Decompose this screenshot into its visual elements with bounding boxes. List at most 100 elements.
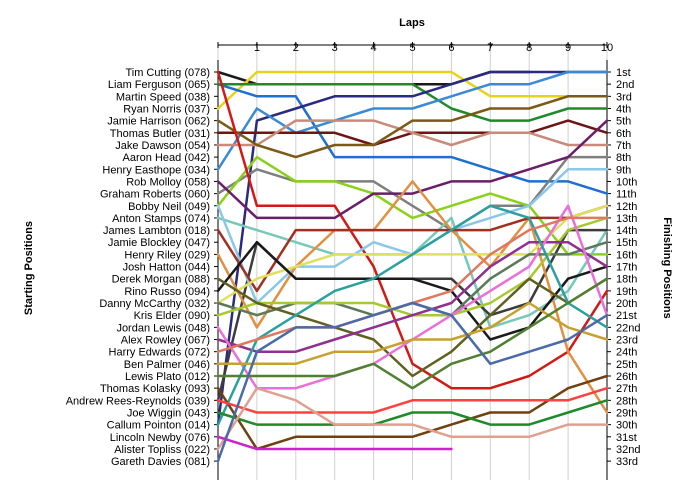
start-position-label: Harry Edwards (072) xyxy=(109,347,210,359)
finish-position-label: 11th xyxy=(616,189,637,201)
finish-position-label: 19th xyxy=(616,286,637,298)
start-position-label: Anton Stamps (074) xyxy=(112,213,210,225)
start-position-label: Bobby Neil (049) xyxy=(128,201,210,213)
finish-position-label: 17th xyxy=(616,262,637,274)
start-position-label: Graham Roberts (060) xyxy=(100,189,210,201)
labels: 1 2 3 4 5 6 7 8 9 10 Tim Cutting (078)Liam Ferguso… xyxy=(66,42,641,468)
driver-line xyxy=(216,204,609,426)
x-tick-label: 4 xyxy=(371,42,377,54)
finish-position-label: 8th xyxy=(616,152,631,164)
driver-line xyxy=(216,95,609,159)
x-tick-label: 8 xyxy=(526,42,532,54)
start-position-label: Derek Morgan (088) xyxy=(112,274,210,286)
x-tick-label: 3 xyxy=(332,42,338,54)
driver-line xyxy=(216,82,609,195)
finish-position-label: 4th xyxy=(616,103,631,115)
driver-line xyxy=(216,374,609,451)
start-position-label: Alister Topliss (022) xyxy=(114,444,210,456)
driver-line xyxy=(216,240,609,353)
finish-position-label: 20th xyxy=(616,298,637,310)
finish-position-label: 7th xyxy=(616,140,631,152)
y-axis-title-right: Finishing Positions xyxy=(661,217,673,318)
x-tick-label: 1 xyxy=(254,42,260,54)
finish-position-label: 14th xyxy=(616,225,637,237)
start-position-label: Josh Hatton (044) xyxy=(123,262,210,274)
finish-position-label: 9th xyxy=(616,164,631,176)
driver-line xyxy=(216,204,609,293)
finish-position-label: 24th xyxy=(616,347,637,359)
y-axis-title-left: Starting Positions xyxy=(23,221,35,315)
finish-position-label: 6th xyxy=(616,128,631,140)
start-position-label: Rob Molloy (058) xyxy=(126,176,210,188)
x-tick-label: 6 xyxy=(448,42,454,54)
finish-position-label: 5th xyxy=(616,116,631,128)
finish-position-label: 16th xyxy=(616,249,637,261)
start-position-label: Jamie Blockley (047) xyxy=(108,237,210,249)
driver-line xyxy=(216,155,609,256)
driver-line xyxy=(216,386,609,414)
start-position-label: Liam Ferguson (065) xyxy=(108,79,210,91)
driver-line xyxy=(216,70,609,171)
x-tick-label: 9 xyxy=(565,42,571,54)
start-position-label: Martin Speed (038) xyxy=(116,91,210,103)
driver-line xyxy=(216,399,609,426)
driver-line xyxy=(216,82,609,122)
finish-position-label: 23rd xyxy=(616,335,638,347)
finish-position-label: 3rd xyxy=(616,91,632,103)
start-position-label: Alex Rowley (067) xyxy=(121,335,210,347)
finish-position-label: 18th xyxy=(616,274,637,286)
start-position-label: Callum Pointon (014) xyxy=(107,420,210,432)
finish-position-label: 25th xyxy=(616,359,637,371)
start-position-label: Tim Cutting (078) xyxy=(125,67,210,79)
start-position-label: Joe Wiggin (043) xyxy=(127,407,210,419)
x-tick-label: 10 xyxy=(601,42,613,54)
start-position-label: Ryan Norris (037) xyxy=(123,103,210,115)
finish-position-label: 27th xyxy=(616,383,637,395)
start-position-label: Henry Easthope (034) xyxy=(102,164,210,176)
start-position-label: Ben Palmer (046) xyxy=(124,359,210,371)
finish-position-label: 10th xyxy=(616,176,637,188)
axes xyxy=(214,42,611,480)
x-tick-label: 7 xyxy=(487,42,493,54)
start-position-label: Thomas Kolasky (093) xyxy=(100,383,210,395)
finish-position-label: 30th xyxy=(616,420,637,432)
start-position-label: Lincoln Newby (076) xyxy=(110,432,210,444)
start-position-label: Jamie Harrison (062) xyxy=(107,116,210,128)
finish-position-label: 13th xyxy=(616,213,637,225)
start-position-label: Kris Elder (090) xyxy=(134,310,210,322)
start-position-label: Jake Dawson (054) xyxy=(115,140,210,152)
x-axis-title: Laps xyxy=(399,17,425,29)
start-position-label: James Lambton (018) xyxy=(103,225,210,237)
finish-position-label: 1st xyxy=(616,67,631,79)
finish-position-label: 29th xyxy=(616,407,637,419)
finish-position-label: 28th xyxy=(616,395,637,407)
start-position-label: Rino Russo (094) xyxy=(124,286,210,298)
driver-line xyxy=(216,435,453,451)
x-tick-label: 5 xyxy=(409,42,415,54)
driver-line xyxy=(216,277,609,390)
finish-position-label: 12th xyxy=(616,201,637,213)
x-tick-label: 2 xyxy=(293,42,299,54)
start-position-label: Henry Riley (029) xyxy=(124,249,210,261)
finish-position-label: 32nd xyxy=(616,444,640,456)
finish-position-label: 31st xyxy=(616,432,637,444)
series-lines xyxy=(216,70,609,463)
driver-line xyxy=(216,70,609,110)
finish-position-label: 26th xyxy=(616,371,637,383)
driver-line xyxy=(216,119,609,147)
driver-line xyxy=(216,155,609,232)
driver-line xyxy=(216,70,609,390)
start-position-label: Jordan Lewis (048) xyxy=(116,322,210,334)
start-position-label: Lewis Plato (012) xyxy=(125,371,210,383)
driver-line xyxy=(216,70,609,426)
start-position-label: Danny McCarthy (032) xyxy=(99,298,210,310)
driver-line xyxy=(216,386,609,451)
driver-line xyxy=(216,277,609,378)
driver-line xyxy=(216,301,609,463)
finish-position-label: 2nd xyxy=(616,79,634,91)
start-position-label: Thomas Butler (031) xyxy=(110,128,210,140)
start-position-label: Aaron Head (042) xyxy=(123,152,210,164)
start-position-label: Andrew Rees-Reynolds (039) xyxy=(66,395,210,407)
